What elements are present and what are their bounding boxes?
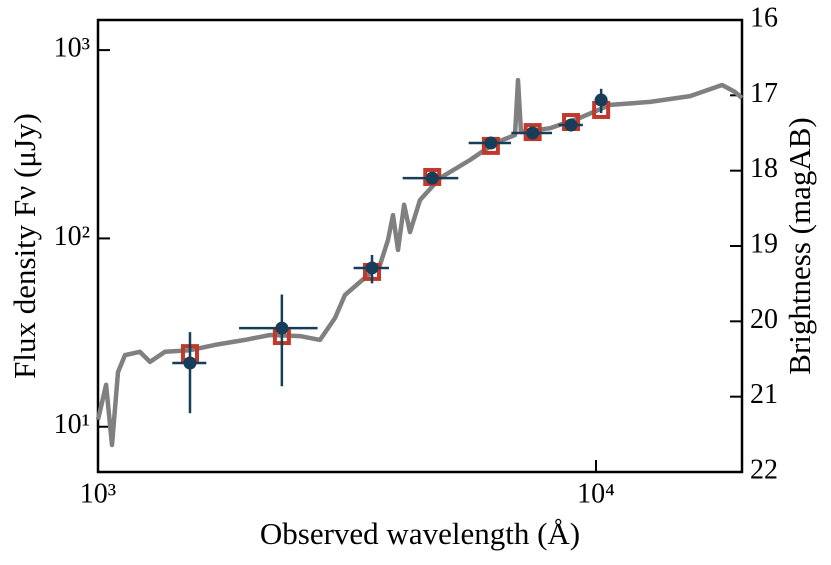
x-tick-label: 10³ xyxy=(80,478,116,509)
x-tick-label: 10⁴ xyxy=(577,478,615,509)
observed-point xyxy=(564,118,578,132)
y-tick-label: 10² xyxy=(54,221,90,252)
y-axis-label: Flux density Fν (μJy) xyxy=(7,113,42,379)
y-tick-label: 10³ xyxy=(54,33,90,64)
spectrum xyxy=(95,77,744,448)
observed-point xyxy=(526,126,540,140)
y2-tick-label: 21 xyxy=(750,379,778,410)
observed-point xyxy=(365,261,379,275)
y2-axis-label: Brightness (magAB) xyxy=(782,117,817,374)
y2-tick-label: 22 xyxy=(750,454,778,485)
observed-point xyxy=(425,171,439,185)
y2-tick-label: 16 xyxy=(750,2,778,33)
observed-point xyxy=(183,356,197,370)
observed-point xyxy=(275,321,289,335)
y2-tick-label: 20 xyxy=(750,304,778,335)
plot-frame xyxy=(96,18,744,474)
observed-point xyxy=(594,93,608,107)
observed-point xyxy=(484,136,498,150)
y2-tick-label: 19 xyxy=(750,228,778,259)
y2-tick-label: 18 xyxy=(750,153,778,184)
x-axis-label: Observed wavelength (Å) xyxy=(260,516,580,551)
y-tick-label: 10¹ xyxy=(54,409,90,440)
y2-tick-label: 17 xyxy=(750,78,778,109)
